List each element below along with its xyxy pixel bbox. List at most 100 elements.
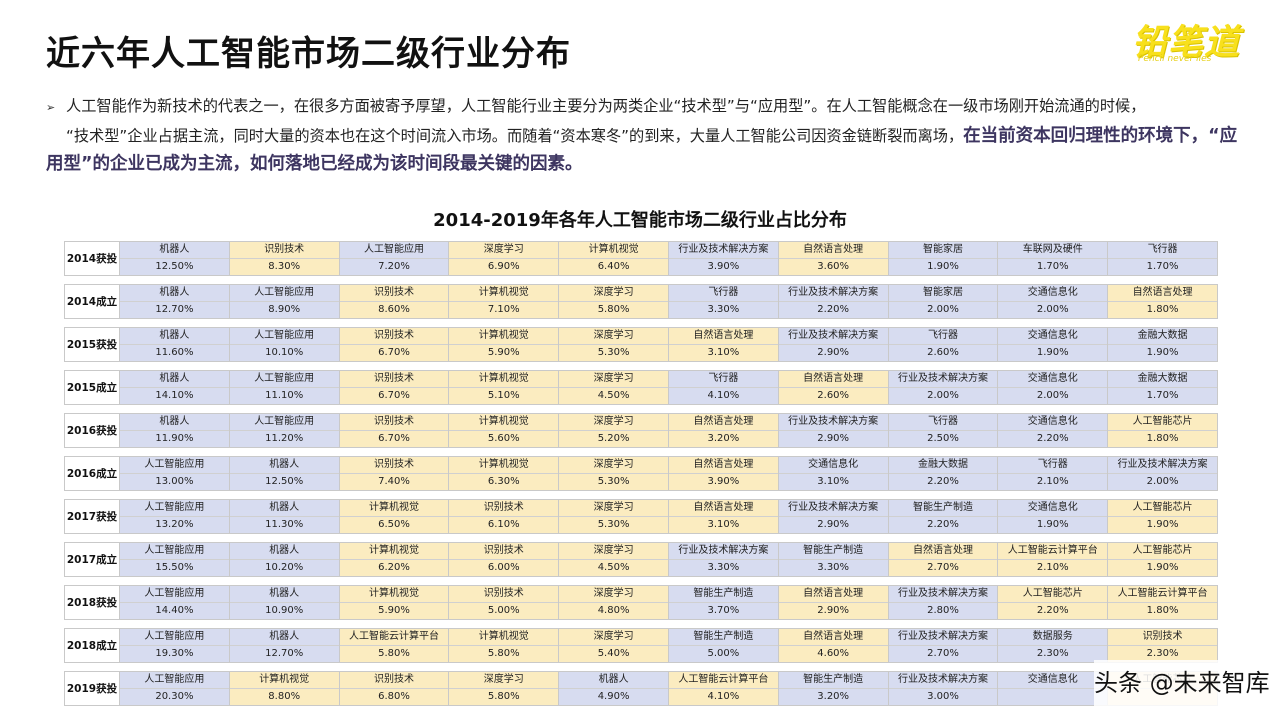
table-cell: 识别技术 6.70%	[339, 414, 450, 447]
table-cell: 飞行器 1.70%	[1108, 242, 1217, 275]
table-cell: 计算机视觉 6.40%	[559, 242, 669, 275]
brand-logo: 铅笔道 Pencil never lies	[1132, 14, 1268, 70]
table-cell: 人工智能云计算平台 2.10%	[998, 543, 1109, 576]
cell-category: 飞行器	[668, 371, 778, 388]
table-cell: 识别技术 6.80%	[339, 672, 450, 705]
cell-category: 人工智能芯片	[1108, 500, 1217, 517]
cell-category: 人工智能云计算平台	[1108, 586, 1217, 603]
table-cell: 行业及技术解决方案 2.70%	[888, 629, 999, 662]
table-cell: 交通信息化 1.90%	[998, 500, 1109, 533]
table-cell: 智能家居 1.90%	[888, 242, 999, 275]
cell-category: 深度学习	[559, 500, 668, 517]
table-group: 2017成立 人工智能应用 15.50% 机器人 10.20% 计算机视觉 6.20% 识别技…	[64, 542, 1218, 577]
distribution-table: 2014获投 机器人 12.50% 识别技术 8.30% 人工智能应用 7.20% 深度学习 6…	[64, 241, 1218, 714]
table-cell: 交通信息化 2.20%	[998, 414, 1109, 447]
table-cell: 机器人 11.90%	[120, 414, 230, 447]
cell-value: 2.20%	[817, 304, 850, 315]
table-cell: 智能生产制造 2.20%	[888, 500, 999, 533]
table-cell: 识别技术 6.10%	[449, 500, 560, 533]
cell-category: 机器人	[120, 371, 229, 388]
cell-value: 2.90%	[817, 605, 850, 616]
cell-value: 5.80%	[597, 304, 630, 315]
cell-value: 4.10%	[707, 691, 740, 702]
table-cell: 机器人 11.60%	[120, 328, 230, 361]
table-cell: 自然语言处理 2.60%	[778, 371, 889, 404]
cell-value: 12.70%	[155, 304, 194, 315]
table-group: 2014获投 机器人 12.50% 识别技术 8.30% 人工智能应用 7.20% 深度学习 6…	[64, 241, 1218, 276]
cell-value: 20.30%	[155, 691, 194, 702]
cell-category: 识别技术	[339, 457, 449, 474]
cell-category: 行业及技术解决方案	[778, 414, 888, 431]
logo-text: 铅笔道	[1132, 23, 1241, 63]
intro-paragraph: ➢ 人工智能作为新技术的代表之一，在很多方面被寄予厚望，人工智能行业主要分为两类企…	[46, 92, 1242, 178]
table-group: 2018获投 人工智能应用 14.40% 机器人 10.90% 计算机视觉 5.90% 识别技…	[64, 585, 1218, 620]
table-cell: 飞行器 4.10%	[668, 371, 779, 404]
table-cell: 交通信息化 3.10%	[778, 457, 889, 490]
cell-category: 机器人	[229, 457, 339, 474]
cell-category: 机器人	[559, 672, 668, 689]
cell-value: 8.90%	[268, 304, 301, 315]
cell-category: 人工智能芯片	[998, 586, 1108, 603]
cell-category: 自然语言处理	[778, 242, 888, 259]
table-cell: 人工智能云计算平台 4.10%	[668, 672, 779, 705]
table-cell: 智能生产制造 3.20%	[778, 672, 889, 705]
cell-category: 深度学习	[559, 543, 668, 560]
table-cell: 深度学习 5.30%	[559, 457, 669, 490]
cell-value: 7.10%	[487, 304, 520, 315]
cell-value: 1.70%	[1146, 390, 1179, 401]
table-cell: 深度学习 4.50%	[559, 371, 669, 404]
table-cell: 自然语言处理 3.10%	[668, 500, 779, 533]
table-cell: 行业及技术解决方案 3.30%	[668, 543, 779, 576]
cell-value: 1.90%	[927, 261, 959, 272]
cell-category: 车联网及硬件	[998, 242, 1108, 259]
cell-category: 人工智能应用	[229, 414, 339, 431]
cell-value: 3.30%	[707, 304, 740, 315]
cell-value: 11.10%	[265, 390, 304, 401]
cell-value: 4.90%	[597, 691, 630, 702]
cell-value: 5.80%	[487, 691, 520, 702]
cell-value: 5.60%	[487, 433, 520, 444]
cell-category: 交通信息化	[998, 414, 1108, 431]
cell-value: 15.50%	[155, 562, 194, 573]
cell-category: 识别技术	[339, 371, 449, 388]
table-cell: 识别技术 8.30%	[229, 242, 340, 275]
table-cell: 数据服务 2.30%	[998, 629, 1109, 662]
cell-category: 飞行器	[1108, 242, 1217, 259]
table-cell: 人工智能应用 13.20%	[120, 500, 230, 533]
cell-value: 2.90%	[817, 433, 850, 444]
cell-value: 10.10%	[265, 347, 304, 358]
cell-category: 行业及技术解决方案	[888, 672, 998, 689]
cell-category: 人工智能芯片	[1108, 543, 1217, 560]
table-cell: 交通信息化 2.00%	[998, 285, 1109, 318]
cell-category: 智能家居	[888, 285, 998, 302]
group-label: 2018获投	[65, 586, 120, 619]
cell-category: 人工智能芯片	[1108, 414, 1217, 431]
table-cell: 计算机视觉 6.30%	[449, 457, 560, 490]
group-label: 2015获投	[65, 328, 120, 361]
cell-value: 2.80%	[927, 605, 959, 616]
cell-value: 11.90%	[155, 433, 194, 444]
cell-value: 6.00%	[487, 562, 520, 573]
cell-value: 3.00%	[927, 691, 959, 702]
table-cell: 人工智能云计算平台 1.80%	[1108, 586, 1217, 619]
cell-value: 2.20%	[1036, 605, 1069, 616]
cell-category: 计算机视觉	[339, 586, 449, 603]
table-cell: 机器人 12.70%	[120, 285, 230, 318]
cell-category: 深度学习	[559, 457, 668, 474]
table-cell: 深度学习 5.30%	[559, 500, 669, 533]
cell-category: 机器人	[229, 586, 339, 603]
table-cell: 智能生产制造 3.70%	[668, 586, 779, 619]
bullet-arrow-icon: ➢	[46, 101, 56, 114]
cell-category: 自然语言处理	[668, 414, 778, 431]
cell-value: 2.30%	[1146, 648, 1179, 659]
cell-category: 人工智能应用	[120, 543, 229, 560]
table-cell: 人工智能应用 10.10%	[229, 328, 340, 361]
cell-value: 1.90%	[1146, 519, 1179, 530]
cell-value: 2.50%	[927, 433, 959, 444]
table-cell: 自然语言处理 4.60%	[778, 629, 889, 662]
table-cell: 识别技术 6.70%	[339, 328, 450, 361]
cell-category: 自然语言处理	[778, 586, 888, 603]
table-cell: 深度学习 5.20%	[559, 414, 669, 447]
intro-highlight: 在当前资本回归理性的环境下，“应用型”的企业已成为主流，如何落地已经成为该时间段…	[46, 126, 1238, 174]
table-cell: 行业及技术解决方案 3.90%	[668, 242, 779, 275]
